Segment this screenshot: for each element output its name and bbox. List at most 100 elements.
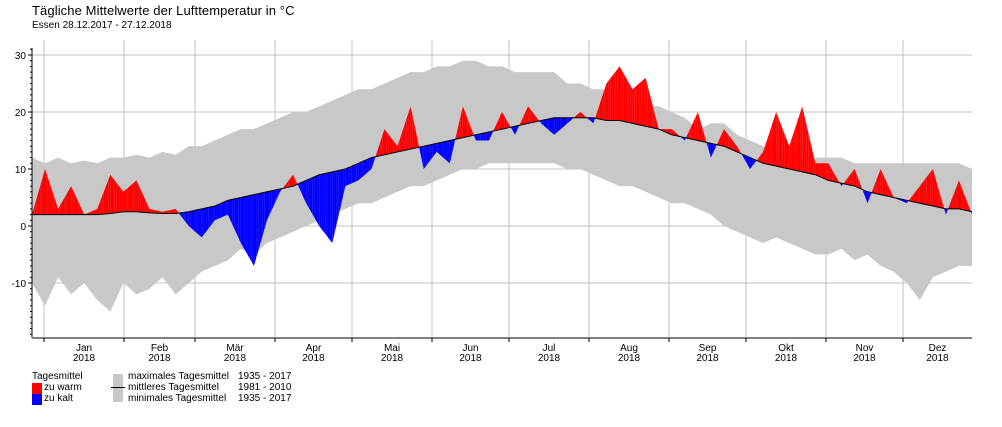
warm-anomaly-area bbox=[937, 184, 940, 208]
warm-anomaly-area bbox=[286, 180, 289, 188]
warm-anomaly-area bbox=[878, 169, 881, 195]
warm-anomaly-area bbox=[612, 72, 616, 121]
warm-anomaly-area bbox=[787, 140, 790, 169]
legend-cold-label: zu kalt bbox=[44, 393, 73, 404]
warm-anomaly-area bbox=[730, 137, 733, 150]
x-month-label: Dez bbox=[929, 343, 947, 354]
warm-anomaly-area bbox=[51, 188, 54, 215]
cold-anomaly-area bbox=[841, 183, 844, 187]
warm-anomaly-area bbox=[771, 118, 774, 166]
warm-anomaly-area bbox=[506, 119, 509, 129]
cold-anomaly-area bbox=[208, 207, 211, 229]
warm-anomaly-area bbox=[34, 199, 37, 215]
cold-anomaly-area bbox=[349, 166, 352, 185]
warm-anomaly-area bbox=[519, 120, 522, 126]
warm-anomaly-area bbox=[162, 211, 165, 214]
cold-anomaly-area bbox=[219, 203, 222, 219]
warm-anomaly-area bbox=[467, 117, 470, 137]
cold-anomaly-area bbox=[267, 191, 270, 221]
warm-anomaly-area bbox=[891, 192, 894, 198]
warm-anomaly-area bbox=[32, 207, 35, 215]
warm-anomaly-area bbox=[499, 112, 502, 130]
cold-anomaly-area bbox=[345, 168, 348, 187]
warm-anomaly-area bbox=[602, 90, 605, 121]
cold-anomaly-area bbox=[484, 132, 487, 141]
cold-anomaly-area bbox=[565, 117, 568, 126]
cold-anomaly-area bbox=[425, 145, 429, 167]
cold-anomaly-area bbox=[358, 162, 361, 181]
warm-anomaly-area bbox=[88, 211, 91, 215]
cold-anomaly-area bbox=[179, 212, 183, 218]
warm-anomaly-area bbox=[821, 163, 825, 179]
cold-anomaly-area bbox=[193, 210, 196, 232]
x-year-label: 2018 bbox=[775, 353, 798, 364]
cold-anomaly-area bbox=[325, 172, 328, 238]
warm-anomaly-area bbox=[721, 129, 724, 147]
warm-anomaly-area bbox=[843, 180, 846, 185]
warm-anomaly-area bbox=[856, 174, 859, 188]
warm-anomaly-area bbox=[935, 176, 938, 207]
warm-anomaly-area bbox=[830, 167, 833, 182]
warm-anomaly-area bbox=[884, 178, 888, 197]
warm-anomaly-area bbox=[791, 132, 794, 170]
warm-anomaly-area bbox=[826, 163, 829, 181]
warm-anomaly-area bbox=[578, 112, 581, 118]
warm-anomaly-area bbox=[60, 201, 63, 215]
cold-anomaly-area bbox=[188, 211, 191, 228]
warm-anomaly-area bbox=[469, 123, 472, 137]
warm-anomaly-area bbox=[876, 174, 879, 195]
cold-anomaly-area bbox=[750, 157, 753, 169]
cold-anomaly-area bbox=[347, 167, 350, 186]
warm-anomaly-area bbox=[401, 126, 405, 151]
cold-anomaly-area bbox=[367, 158, 370, 173]
x-year-label: 2018 bbox=[73, 353, 96, 364]
warm-anomaly-area bbox=[606, 80, 609, 121]
warm-anomaly-area bbox=[68, 186, 72, 215]
warm-anomaly-area bbox=[795, 119, 798, 171]
warm-anomaly-area bbox=[874, 180, 877, 194]
cold-anomaly-area bbox=[182, 212, 185, 221]
warm-anomaly-area bbox=[456, 125, 459, 140]
warm-anomaly-area bbox=[164, 210, 167, 214]
cold-anomaly-area bbox=[354, 164, 357, 183]
warm-anomaly-area bbox=[604, 83, 607, 121]
warm-anomaly-area bbox=[82, 209, 85, 215]
warm-anomaly-area bbox=[156, 210, 159, 214]
cold-anomaly-area bbox=[197, 209, 200, 236]
x-month-label: Apr bbox=[306, 343, 322, 354]
x-month-label: Mai bbox=[384, 343, 400, 354]
warm-anomaly-area bbox=[763, 145, 766, 164]
cold-anomaly-area bbox=[562, 117, 566, 128]
warm-anomaly-area bbox=[293, 174, 296, 187]
warm-anomaly-area bbox=[695, 112, 698, 141]
chart-subtitle: Essen 28.12.2017 - 27.12.2018 bbox=[32, 20, 172, 31]
warm-anomaly-area bbox=[911, 194, 914, 202]
cold-anomaly-area bbox=[186, 211, 189, 226]
warm-anomaly-area bbox=[697, 112, 701, 141]
legend-warm-label: zu warm bbox=[44, 382, 82, 393]
warm-anomaly-area bbox=[508, 123, 511, 128]
warm-anomaly-area bbox=[79, 205, 83, 215]
warm-anomaly-area bbox=[630, 85, 633, 124]
warm-anomaly-area bbox=[671, 129, 674, 136]
cold-anomaly-area bbox=[264, 191, 267, 228]
warm-anomaly-area bbox=[462, 106, 466, 138]
x-month-label: Nov bbox=[856, 343, 874, 354]
warm-anomaly-area bbox=[847, 174, 851, 186]
warm-anomaly-area bbox=[784, 134, 788, 169]
cold-anomaly-area bbox=[436, 142, 439, 154]
cold-anomaly-area bbox=[945, 208, 949, 215]
warm-anomaly-area bbox=[530, 109, 533, 123]
cold-anomaly-area bbox=[247, 195, 250, 259]
warm-anomaly-area bbox=[837, 178, 840, 183]
warm-anomaly-area bbox=[493, 126, 496, 131]
warm-anomaly-area bbox=[136, 180, 139, 212]
warm-anomaly-area bbox=[797, 112, 801, 172]
warm-anomaly-area bbox=[626, 77, 629, 123]
cold-anomaly-area bbox=[330, 171, 333, 244]
legend-warm-swatch bbox=[32, 383, 42, 394]
cold-anomaly-area bbox=[421, 146, 424, 169]
cold-anomaly-area bbox=[364, 159, 368, 175]
cold-anomaly-area bbox=[190, 210, 194, 230]
warm-anomaly-area bbox=[99, 197, 102, 215]
